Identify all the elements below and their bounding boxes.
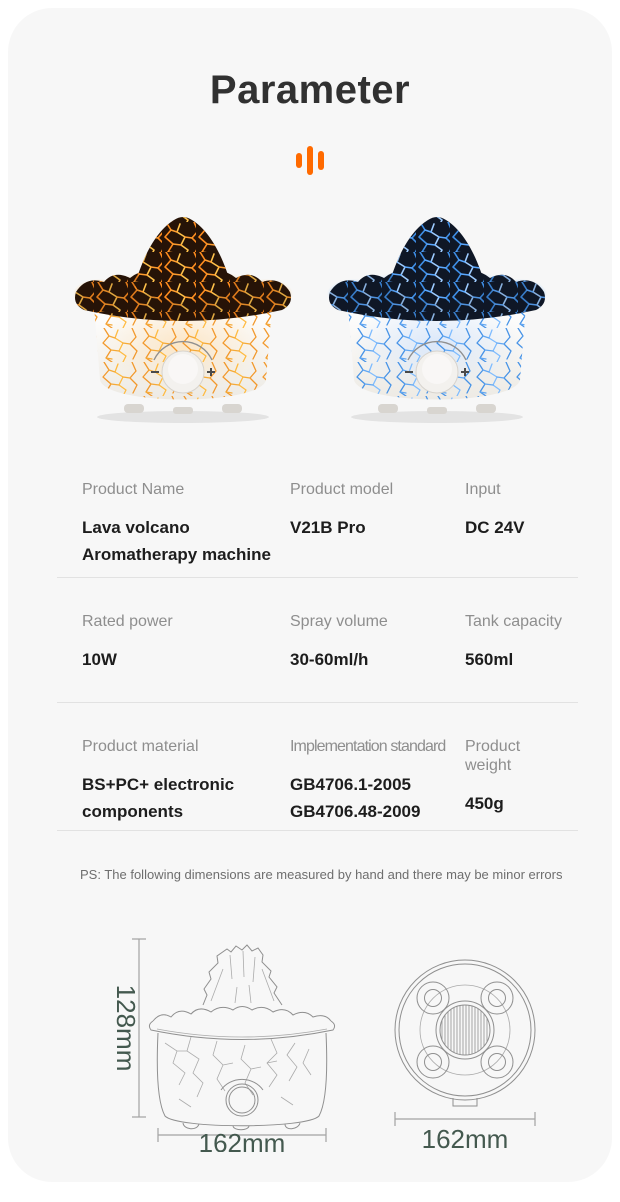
spec-value: 30-60ml/h: [290, 650, 369, 669]
spec-value: 10W: [82, 650, 117, 669]
spec-cell: Implementation standard GB4706.1-2005 GB…: [290, 737, 465, 825]
diffuser-base-sketch: [156, 1032, 328, 1131]
spec-cell: Product Name Lava volcano Aromatherapy m…: [82, 480, 290, 568]
spec-value: Lava volcano Aromatherapy machine: [82, 518, 271, 564]
width-dimension-label: 162mm: [199, 1128, 286, 1152]
dimension-drawings: 128mm: [8, 927, 612, 1152]
spec-label: Product Name: [82, 481, 185, 498]
spec-row-3: Product material BS+PC+ electronic compo…: [57, 703, 578, 831]
spec-label: Rated power: [82, 613, 173, 630]
spec-table: Product Name Lava volcano Aromatherapy m…: [57, 480, 578, 831]
spec-cell: Product material BS+PC+ electronic compo…: [82, 737, 290, 825]
spec-cell: Product model V21B Pro: [290, 480, 465, 568]
spec-label: Tank capacity: [465, 613, 562, 630]
spec-cell: Tank capacity 560ml: [465, 612, 578, 673]
spec-row-2: Rated power 10W Spray volume 30-60ml/h T…: [57, 578, 578, 703]
product-image-blue-volcano: [314, 192, 560, 426]
product-image-fire-volcano: [60, 192, 306, 426]
spec-value: GB4706.1-2005 GB4706.48-2009: [290, 771, 451, 825]
spec-value: BS+PC+ electronic components: [82, 775, 235, 821]
spec-value: 560ml: [465, 650, 514, 669]
spec-label: Implementation standard: [290, 738, 446, 755]
spec-value: 450g: [465, 794, 504, 813]
standard-line-2: GB4706.48-2009: [290, 802, 421, 821]
bottom-view-drawing: 162mm: [394, 959, 536, 1152]
spec-value: DC 24V: [465, 518, 525, 537]
spec-cell: Input DC 24V: [465, 480, 578, 568]
product-photos: [8, 192, 612, 426]
spec-value: V21B Pro: [290, 518, 366, 537]
spec-label: Product material: [82, 738, 199, 755]
spec-cell: Rated power 10W: [82, 612, 290, 673]
volcano-cone-sketch: [148, 944, 336, 1040]
spec-label: Product weight: [465, 738, 521, 774]
measurement-disclaimer: PS: The following dimensions are measure…: [80, 867, 563, 882]
parameter-card: Parameter: [8, 8, 612, 1182]
standard-line-1: GB4706.1-2005: [290, 775, 411, 794]
spec-row-1: Product Name Lava volcano Aromatherapy m…: [57, 480, 578, 578]
height-dimension-line: [132, 938, 146, 1118]
bottom-view-sketch: [394, 959, 536, 1107]
height-dimension-label: 128mm: [111, 985, 141, 1072]
spec-label: Product model: [290, 481, 394, 498]
page-title: Parameter: [209, 68, 411, 112]
spec-label: Spray volume: [290, 613, 388, 630]
side-view-drawing: 128mm: [111, 938, 336, 1152]
bottom-width-dimension-label: 162mm: [422, 1124, 509, 1152]
width-dimension-line: [157, 1128, 327, 1142]
bottom-width-dimension-line: [394, 1112, 536, 1126]
spec-cell: Spray volume 30-60ml/h: [290, 612, 465, 673]
spec-label: Input: [465, 481, 501, 498]
spec-cell: Product weight 450g: [465, 737, 578, 825]
equalizer-icon: [290, 144, 330, 176]
